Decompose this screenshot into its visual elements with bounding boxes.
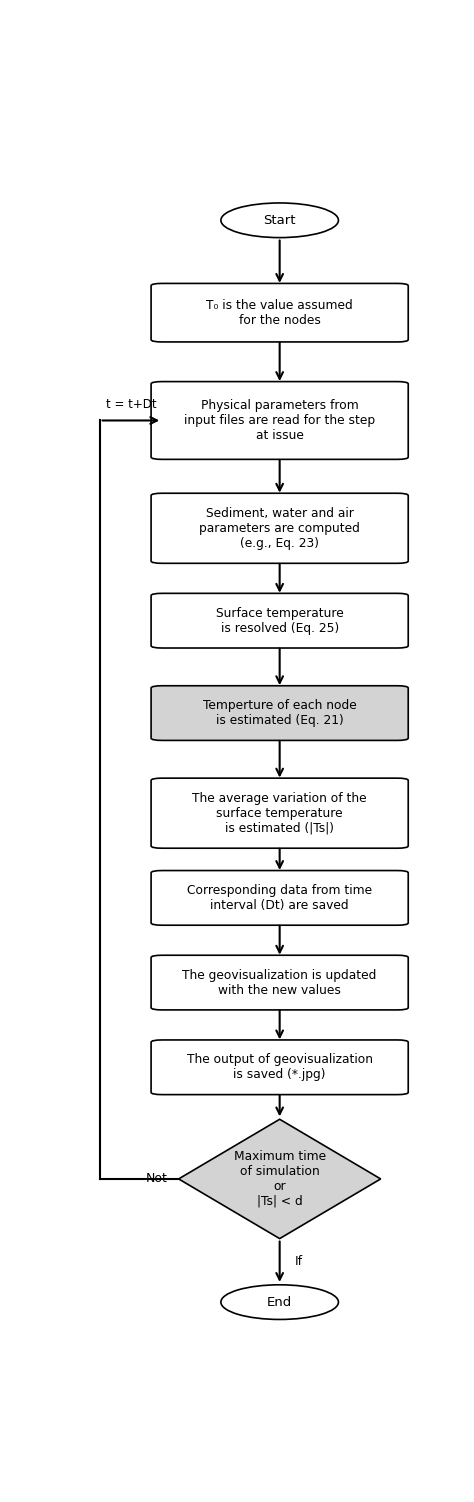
FancyBboxPatch shape	[151, 382, 408, 460]
Text: Physical parameters from
input files are read for the step
at issue: Physical parameters from input files are…	[184, 400, 375, 442]
Text: Temperture of each node
is estimated (Eq. 21): Temperture of each node is estimated (Eq…	[203, 698, 356, 727]
Text: The output of geovisualization
is saved (*.jpg): The output of geovisualization is saved …	[187, 1053, 373, 1081]
FancyBboxPatch shape	[151, 284, 408, 342]
Text: Maximum time
of simulation
or
|Ts| < d: Maximum time of simulation or |Ts| < d	[234, 1151, 326, 1208]
Text: Surface temperature
is resolved (Eq. 25): Surface temperature is resolved (Eq. 25)	[216, 607, 344, 635]
Text: End: End	[267, 1296, 292, 1308]
Text: t = t+Dt: t = t+Dt	[106, 398, 156, 412]
FancyBboxPatch shape	[151, 686, 408, 740]
Text: Corresponding data from time
interval (Dt) are saved: Corresponding data from time interval (D…	[187, 883, 372, 912]
FancyBboxPatch shape	[151, 593, 408, 647]
FancyBboxPatch shape	[151, 871, 408, 925]
Text: The average variation of the
surface temperature
is estimated (|Ts|): The average variation of the surface tem…	[192, 792, 367, 835]
FancyBboxPatch shape	[151, 778, 408, 849]
FancyBboxPatch shape	[151, 493, 408, 563]
Text: If: If	[294, 1256, 302, 1268]
Text: Sediment, water and air
parameters are computed
(e.g., Eq. 23): Sediment, water and air parameters are c…	[199, 506, 360, 550]
FancyBboxPatch shape	[151, 1039, 408, 1095]
Ellipse shape	[221, 1284, 338, 1319]
FancyBboxPatch shape	[151, 955, 408, 1009]
Ellipse shape	[221, 203, 338, 237]
Text: T₀ is the value assumed
for the nodes: T₀ is the value assumed for the nodes	[206, 299, 353, 326]
Text: Not: Not	[146, 1173, 168, 1185]
Text: The geovisualization is updated
with the new values: The geovisualization is updated with the…	[182, 969, 377, 997]
Polygon shape	[179, 1119, 381, 1239]
Text: Start: Start	[264, 213, 296, 227]
